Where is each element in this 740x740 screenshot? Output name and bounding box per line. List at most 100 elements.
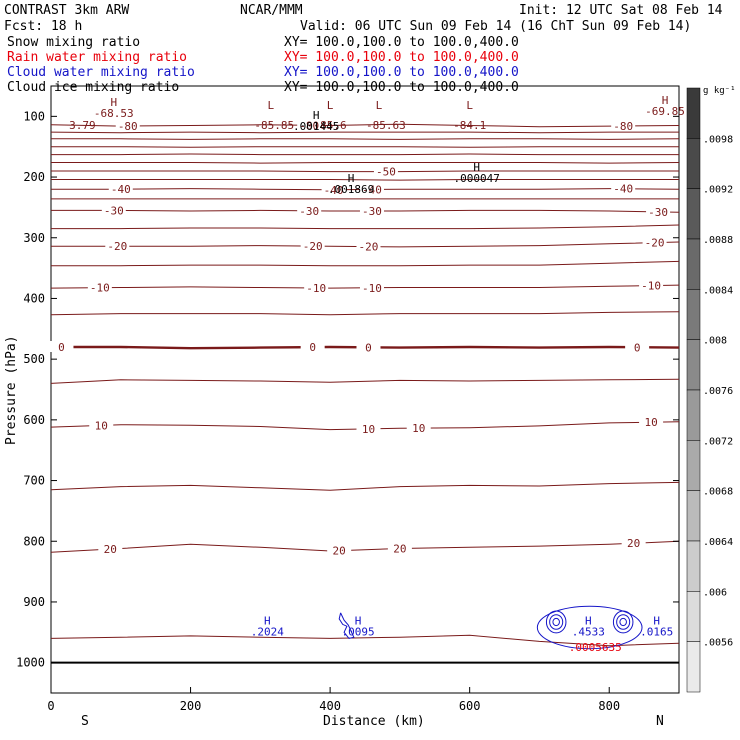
y-tick-label: 800 <box>23 534 45 548</box>
field-label: Snow mixing ratio <box>7 35 140 50</box>
extremum-value: .4533 <box>572 625 605 638</box>
y-tick-label: 100 <box>23 109 45 123</box>
y-tick-label: 200 <box>23 170 45 184</box>
plot-frame <box>50 85 680 694</box>
south-label: S <box>81 714 89 729</box>
y-tick-label: 1000 <box>16 656 45 670</box>
init-time: Init: 12 UTC Sat 08 Feb 14 <box>519 3 723 18</box>
extremum-value: .000047 <box>453 172 499 185</box>
contour-label: -10 <box>90 282 110 295</box>
extremum-value: -84.1 <box>453 119 486 132</box>
colorbar-swatch <box>686 389 701 441</box>
extremum-marker: H <box>313 109 320 122</box>
contour-label-bg <box>373 165 398 177</box>
contour-label-bg <box>297 119 322 131</box>
field-label: Rain water mixing ratio <box>7 50 187 65</box>
contour-label-bg <box>356 240 381 252</box>
colorbar-label: .0064 <box>703 537 733 548</box>
contour-label-bg <box>297 204 322 216</box>
contour-label: -40 <box>362 183 382 196</box>
colorbar-label: .0076 <box>703 386 733 397</box>
contour-label-bg <box>300 240 325 252</box>
contour-label-bg <box>387 542 412 554</box>
extremum-marker: L <box>327 99 334 112</box>
contour-label-bg <box>639 279 664 291</box>
contour-label-bg <box>359 205 384 217</box>
contour-label: 20 <box>393 543 406 556</box>
colorbar-swatch <box>686 289 701 340</box>
colorbar-swatch <box>686 540 701 592</box>
extremum-marker: H <box>585 614 592 627</box>
xy-label: XY= 100.0,100.0 to 100.0,400.0 <box>284 35 519 50</box>
cloud-water-contour <box>552 617 560 627</box>
cloud-water-contour <box>338 612 355 639</box>
contour-label-bg <box>646 205 671 217</box>
x-tick-label: 400 <box>319 699 341 713</box>
contour-label: -10 <box>641 280 661 293</box>
contour-label: -80 <box>299 119 319 132</box>
colorbar-swatch <box>686 138 701 189</box>
cloud-water-contour <box>549 614 564 630</box>
colorbar-swatch <box>686 440 701 491</box>
contour-label: -20 <box>107 240 127 253</box>
contour-label-bg <box>356 341 381 353</box>
isotherm-line <box>50 634 680 647</box>
x-tick-label: 0 <box>47 699 54 713</box>
contour-label: 20 <box>333 545 346 558</box>
contour-label-bg <box>406 422 431 434</box>
contour-label-bg <box>359 183 384 195</box>
contour-label: -30 <box>362 205 382 218</box>
contour-label: -30 <box>648 206 668 219</box>
contour-label: -20 <box>303 240 323 253</box>
forecast-hour: Fcst: 18 h <box>4 19 82 34</box>
contour-label: -40 <box>613 183 633 196</box>
isotherm-line <box>50 311 680 316</box>
isotherm-line <box>50 540 680 553</box>
extremum-marker: H <box>355 614 362 627</box>
contour-label: -40 <box>111 183 131 196</box>
plot-area: -80 -80 -80 -50 -40 -40 -40 -40 -30 -30 -30 -30 -20 -… <box>16 85 685 713</box>
colorbar-label: .0056 <box>703 638 733 649</box>
contour-label: 20 <box>104 543 117 556</box>
contour-label-bg <box>611 182 636 194</box>
field-label: Cloud water mixing ratio <box>7 65 195 80</box>
extremum-value: -85.63 <box>366 119 406 132</box>
colorbar-swatch <box>686 490 701 542</box>
contour-label: 0 <box>58 341 65 354</box>
extremum-marker: H <box>473 161 480 174</box>
x-tick-label: 800 <box>598 699 620 713</box>
isotherm-line <box>50 123 680 128</box>
contour-label: -20 <box>359 241 379 254</box>
isotherm-line <box>51 153 679 156</box>
contour-label: -20 <box>645 237 665 250</box>
extremum-marker: H <box>110 96 117 109</box>
contour-label-bg <box>49 341 74 353</box>
contour-label-bg <box>101 204 126 216</box>
contour-label: 20 <box>627 537 640 550</box>
contour-label-bg <box>89 419 114 431</box>
contour-label-bg <box>300 341 325 353</box>
extremum-marker: H <box>653 614 660 627</box>
cloud-water-contour <box>616 614 631 630</box>
contour-label-bg <box>642 236 667 248</box>
extremum-marker: H <box>348 172 355 185</box>
contour-label: 10 <box>95 419 108 432</box>
contour-label: -10 <box>362 282 382 295</box>
contour-label-bg <box>621 537 646 549</box>
extremum-value: .001869 <box>328 183 374 196</box>
colorbar-label: .0068 <box>703 487 733 498</box>
y-tick-label: 600 <box>23 413 45 427</box>
extremum-value: -85.85 <box>254 119 294 132</box>
isotherm-line <box>51 162 680 164</box>
isotherm-line <box>51 224 680 230</box>
colorbar-label: .0098 <box>703 134 733 145</box>
y-tick-label: 400 <box>23 291 45 305</box>
contour-label-bg <box>356 422 381 434</box>
contour-label: 10 <box>644 416 657 429</box>
contour-label: -80 <box>613 120 633 133</box>
extremum-value: -69.85 <box>645 105 685 118</box>
contour-label-bg <box>611 119 636 131</box>
isotherm-line <box>51 179 679 181</box>
contour-label: -40 <box>324 184 344 197</box>
